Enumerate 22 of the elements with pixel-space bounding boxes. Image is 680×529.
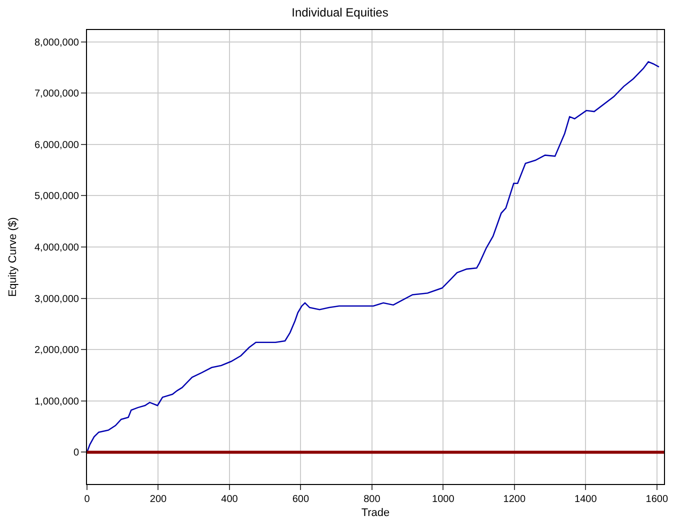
y-tick-label: 6,000,000 [34,140,80,151]
y-tick-label: 0 [73,448,80,459]
x-tick-label: 1000 [432,494,455,505]
x-tick-label: 1600 [646,494,668,505]
x-axis-title: Trade [361,507,390,520]
y-tick-label: 5,000,000 [34,191,80,202]
chart-title: Individual Equities [292,5,388,20]
x-tick-label: 1200 [503,494,526,505]
x-tick-label: 1400 [574,494,598,505]
y-tick-label: 7,000,000 [34,88,80,100]
y-tick-label: 1,000,000 [34,396,80,408]
line-series [87,61,660,453]
y-tick-label: 4,000,000 [34,242,80,254]
y-tick-label: 2,000,000 [34,345,80,356]
x-tick-label: 200 [150,494,168,505]
x-tick-label: 800 [364,494,381,505]
y-axis-title: Equity Curve ($) [7,217,20,297]
y-tick-label: 3,000,000 [34,294,80,305]
x-tick-label: 400 [221,494,238,505]
y-tick-label: 8,000,000 [34,37,80,48]
x-tick-label: 600 [292,494,310,505]
x-tick-label: 0 [84,494,90,505]
